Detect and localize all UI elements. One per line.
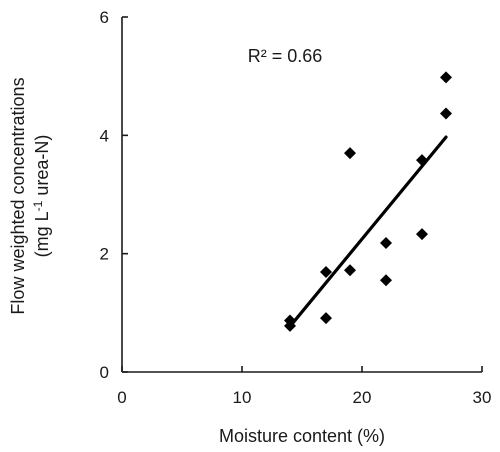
x-tick-label: 10 — [233, 388, 252, 407]
y-tick-label: 2 — [100, 245, 109, 264]
r-squared-annotation: R² = 0.66 — [248, 46, 323, 66]
data-points — [284, 71, 452, 332]
trendline-group — [288, 135, 448, 329]
data-point-diamond — [344, 264, 356, 277]
y-axis-title-superscript: -1 — [31, 200, 45, 211]
data-point-diamond — [380, 237, 392, 250]
x-tick-label: 30 — [473, 388, 492, 407]
data-point-diamond — [416, 154, 428, 167]
y-tick-label: 4 — [100, 126, 109, 145]
data-point-diamond — [440, 71, 452, 84]
y-tick-label: 0 — [100, 363, 109, 382]
x-tick-label: 20 — [353, 388, 372, 407]
data-point-diamond — [344, 147, 356, 160]
data-point-diamond — [284, 319, 296, 332]
data-point-diamond — [320, 312, 332, 325]
y-axis-title-line2: (mg L-1 urea-N) — [31, 135, 52, 258]
y-axis-title-line1: Flow weighted concentrations — [8, 77, 28, 314]
x-axis-title: Moisture content (%) — [219, 426, 385, 446]
trendline — [288, 135, 448, 329]
data-point-diamond — [416, 228, 428, 241]
ticks: 0 2 4 6 0 10 20 30 — [100, 8, 492, 407]
y-axis-title-pre: (mg L — [32, 211, 52, 257]
axes — [121, 17, 482, 373]
data-point-diamond — [440, 107, 452, 120]
y-axis-title-post: urea-N) — [32, 135, 52, 201]
data-point-diamond — [380, 274, 392, 287]
x-tick-label: 0 — [117, 388, 126, 407]
data-point-diamond — [320, 266, 332, 279]
y-tick-label: 6 — [100, 8, 109, 27]
